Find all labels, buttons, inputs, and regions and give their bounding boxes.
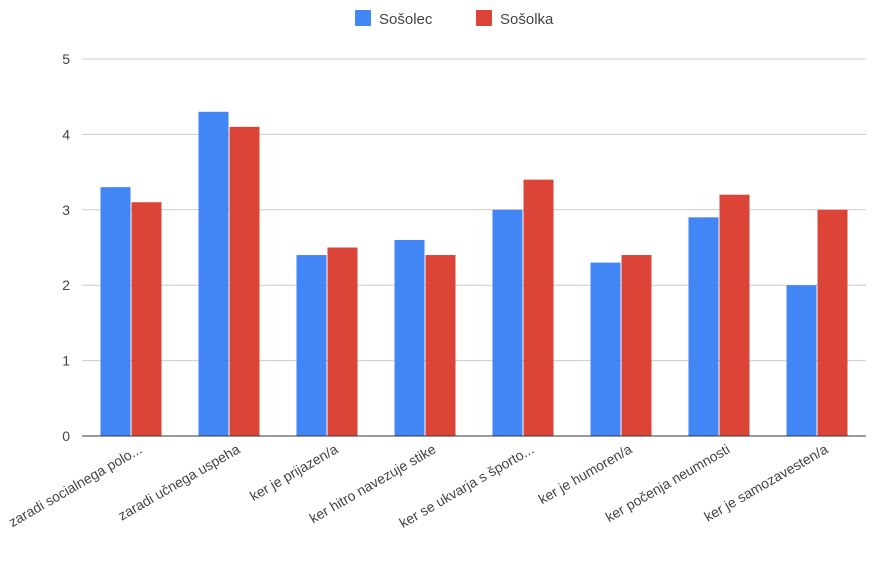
legend-swatch-1 [476, 10, 492, 26]
legend-label-1: Sošolka [500, 11, 554, 28]
legend: Sošolec Sošolka [355, 10, 554, 28]
bar-sosolka [229, 126, 260, 437]
y-tick-label: 0 [62, 428, 70, 444]
x-axis-category-labels: zaradi socialnega polo...zaradi učnega u… [6, 441, 831, 531]
bar-sosolka [523, 179, 554, 436]
legend-swatch-0 [355, 10, 371, 26]
x-category-label: ker je humoren/a [536, 441, 635, 507]
bar-sosolec [492, 209, 523, 436]
y-tick-label: 2 [62, 277, 70, 293]
y-tick-label: 5 [62, 51, 70, 67]
bar-sosolec [198, 111, 229, 436]
bar-sosolka [719, 194, 750, 436]
bar-sosolec [688, 217, 719, 436]
x-category-label: ker je prijazen/a [247, 441, 341, 504]
bar-sosolka [817, 209, 848, 436]
bar-sosolec [296, 255, 327, 436]
bars [100, 111, 848, 437]
y-axis-tick-labels: 0 1 2 3 4 5 [62, 51, 70, 444]
bar-sosolec [786, 285, 817, 436]
bar-sosolec [590, 262, 621, 436]
y-tick-label: 4 [62, 126, 70, 142]
bar-sosolka [425, 255, 456, 436]
bar-sosolka [327, 247, 358, 436]
y-tick-label: 3 [62, 202, 70, 218]
bar-sosolka [621, 255, 652, 436]
bar-sosolec [100, 187, 131, 436]
bar-sosolec [394, 239, 425, 436]
bar-sosolka [131, 202, 162, 436]
legend-label-0: Sošolec [379, 11, 433, 28]
y-tick-label: 1 [62, 353, 70, 369]
